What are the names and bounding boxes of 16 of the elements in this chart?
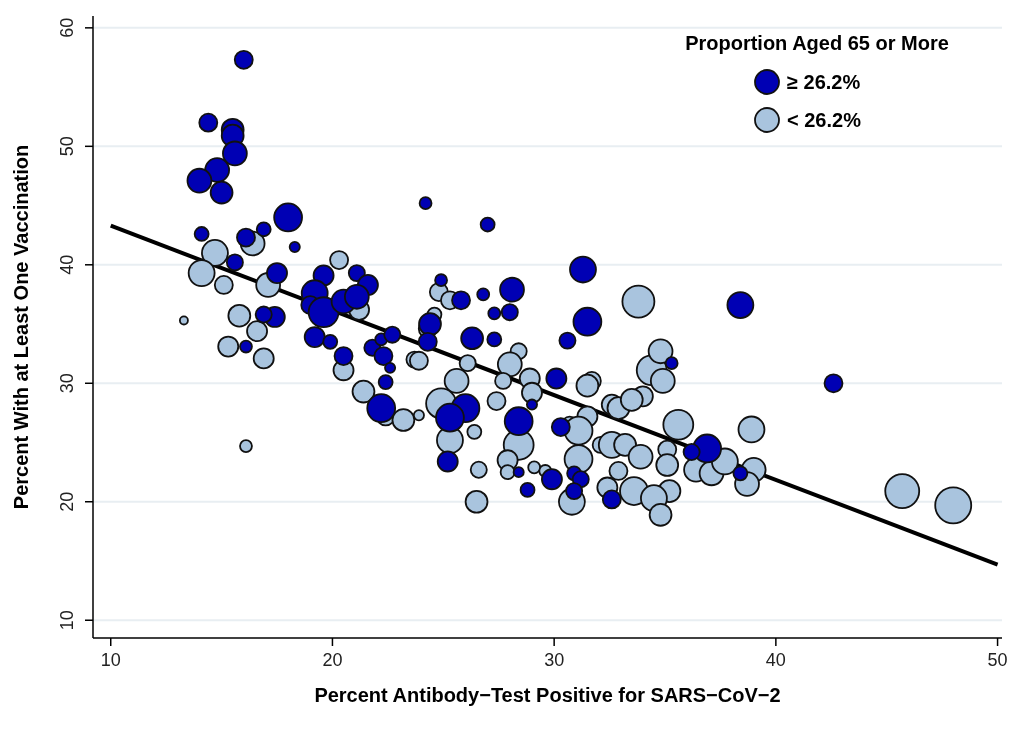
legend-title: Proportion Aged 65 or More bbox=[685, 32, 949, 54]
x-axis-title: Percent Antibody−Test Positive for SARS−CoV−2 bbox=[314, 684, 781, 706]
y-tick-label: 60 bbox=[57, 17, 77, 38]
y-tick-label: 50 bbox=[57, 136, 77, 157]
y-tick-label: 20 bbox=[57, 491, 77, 512]
y-tick-label: 40 bbox=[57, 254, 77, 275]
y-axis-title: Percent With at Least One Vaccination bbox=[10, 144, 32, 510]
x-tick-label: 30 bbox=[544, 650, 565, 670]
x-tick-label: 10 bbox=[100, 650, 121, 670]
legend-label: < 26.2% bbox=[787, 109, 862, 131]
legend-label: ≥ 26.2% bbox=[787, 71, 861, 93]
y-tick-label: 30 bbox=[57, 373, 77, 394]
x-tick-label: 20 bbox=[322, 650, 343, 670]
x-tick-label: 50 bbox=[987, 650, 1008, 670]
y-tick-label: 10 bbox=[57, 610, 77, 631]
x-tick-label: 40 bbox=[765, 650, 786, 670]
